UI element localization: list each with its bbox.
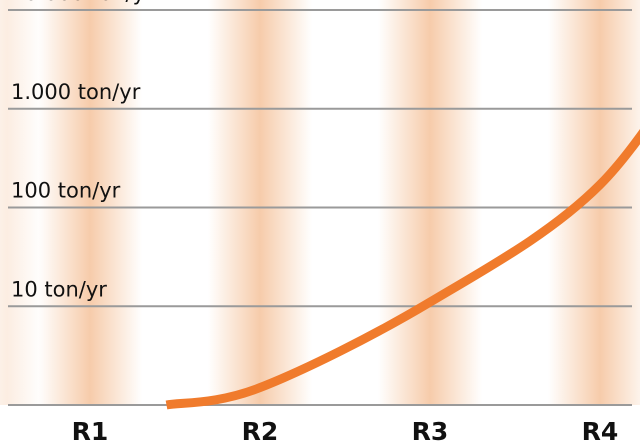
band-r3 [378, 0, 482, 405]
y-tick-label: 10 ton/yr [11, 277, 107, 301]
y-tick-label: 100 ton/yr [11, 179, 121, 203]
grid-lines [8, 9, 632, 406]
band-r4 [548, 0, 640, 405]
series-line [165, 128, 640, 410]
category-bands [0, 0, 640, 405]
y-tick-labels: 10.000 ton/yr 1.000 ton/yr 100 ton/yr 10 to… [11, 0, 154, 301]
x-tick-label-r1: R1 [72, 417, 109, 443]
band-r1 [38, 0, 142, 405]
x-tick-labels: R1 R2 R3 R4 [72, 417, 619, 443]
x-tick-label-r4: R4 [582, 417, 619, 443]
series-lines [165, 128, 640, 410]
band-r2 [208, 0, 312, 405]
x-tick-label-r2: R2 [242, 417, 279, 443]
band-edge [0, 0, 42, 405]
y-tick-label: 1.000 ton/yr [11, 80, 141, 104]
y-tick-label: 10.000 ton/yr [11, 0, 154, 5]
x-tick-label-r3: R3 [412, 417, 449, 443]
